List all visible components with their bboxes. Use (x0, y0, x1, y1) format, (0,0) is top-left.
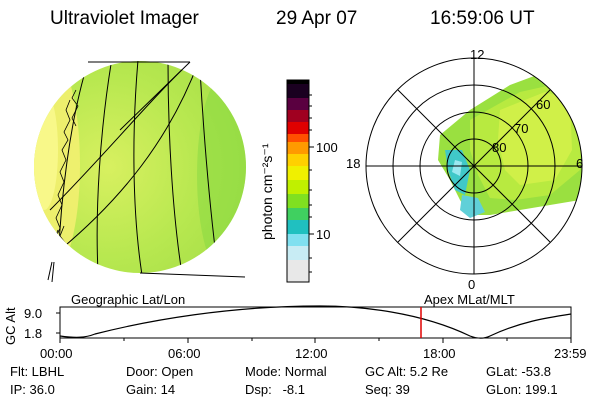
gc-alt-info: GC Alt: 5.2 Re (365, 364, 449, 379)
mlat-label-80: 80 (492, 140, 507, 155)
time-label: 16:59:06 UT (430, 8, 535, 29)
colorbar-tick-10: 10 (316, 227, 331, 242)
mode-info: Mode: Normal (245, 364, 327, 379)
earth-image (34, 61, 246, 283)
dsp-info: Dsp: -8.1 (245, 382, 305, 397)
door-info: Door: Open (126, 364, 194, 379)
instrument-title: Ultraviolet Imager (50, 8, 199, 29)
date-label: 29 Apr 07 (276, 8, 358, 29)
altitude-tick-9: 9.0 (24, 306, 43, 321)
apex-label: Apex MLat/MLT (424, 292, 515, 307)
filter-info: Flt: LBHL (10, 364, 65, 379)
seq-info: Seq: 39 (365, 382, 410, 397)
altitude-plot (56, 305, 572, 343)
colorbar-tick-100: 100 (316, 140, 338, 155)
time-tick-0600: 06:00 (168, 346, 201, 361)
colorbar-unit-label: photon cm⁻²s⁻¹ (259, 143, 275, 240)
geographic-label: Geographic Lat/Lon (71, 292, 186, 307)
mlt-label-0: 0 (468, 277, 476, 292)
mlt-label-12: 12 (470, 47, 485, 62)
altitude-tick-1-8: 1.8 (24, 326, 43, 341)
altitude-axis-label: GC Alt (3, 307, 18, 345)
mlat-label-70: 70 (514, 121, 529, 136)
mlt-label-18: 18 (346, 156, 361, 171)
time-tick-1800: 18:00 (423, 346, 456, 361)
time-tick-1200: 12:00 (295, 346, 328, 361)
gain-info: Gain: 14 (126, 382, 176, 397)
colorbar (286, 79, 314, 283)
polar-plot (365, 57, 583, 275)
time-tick-2359: 23:59 (554, 346, 587, 361)
mlat-label-60: 60 (536, 97, 551, 112)
glat-info: GLat: -53.8 (486, 364, 552, 379)
ip-info: IP: 36.0 (10, 382, 55, 397)
mlt-label-6: 6 (576, 156, 584, 171)
aurora-emission (438, 72, 582, 218)
time-tick-0000: 00:00 (40, 346, 73, 361)
glon-info: GLon: 199.1 (486, 382, 558, 397)
